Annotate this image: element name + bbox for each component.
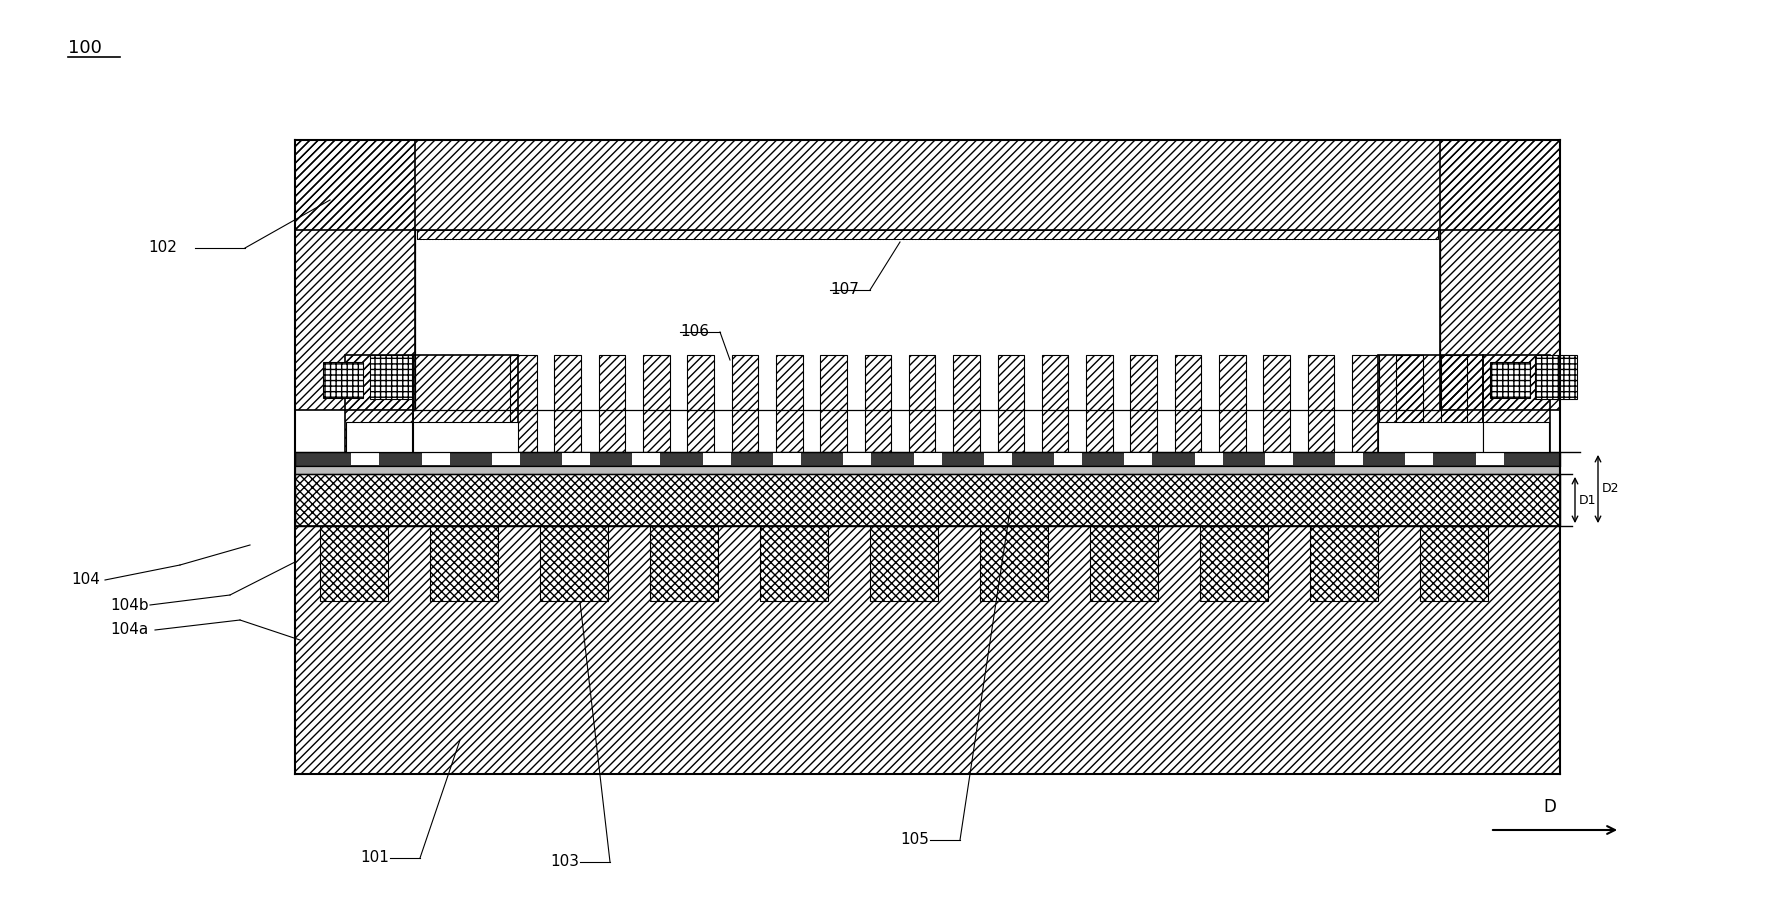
Bar: [871, 526, 938, 601]
Bar: [344, 355, 413, 452]
Text: 106: 106: [680, 325, 708, 340]
Bar: [1483, 355, 1551, 452]
Bar: [413, 355, 517, 452]
Bar: [295, 466, 1559, 474]
Bar: [320, 526, 389, 601]
Bar: [865, 355, 892, 452]
Bar: [599, 355, 625, 452]
Bar: [1476, 453, 1503, 465]
Bar: [1086, 355, 1113, 452]
Bar: [1377, 422, 1483, 452]
Bar: [1535, 355, 1577, 399]
Bar: [1174, 355, 1201, 452]
Bar: [1491, 362, 1529, 398]
Bar: [1125, 453, 1153, 465]
Text: 104a: 104a: [109, 622, 148, 637]
Bar: [415, 230, 1439, 410]
Bar: [1054, 453, 1083, 465]
Bar: [1377, 355, 1483, 452]
Bar: [295, 140, 1559, 230]
Bar: [819, 355, 848, 452]
Bar: [984, 453, 1012, 465]
Bar: [1310, 526, 1377, 601]
Bar: [687, 355, 713, 452]
Text: 103: 103: [549, 855, 579, 869]
Bar: [351, 453, 380, 465]
Bar: [1441, 355, 1468, 452]
Bar: [555, 355, 581, 452]
Text: 102: 102: [148, 241, 177, 255]
Bar: [413, 422, 517, 452]
Text: D2: D2: [1602, 483, 1619, 495]
Bar: [842, 453, 871, 465]
Bar: [954, 355, 980, 452]
Bar: [980, 526, 1047, 601]
Bar: [1042, 355, 1068, 452]
Bar: [1353, 355, 1379, 452]
Bar: [562, 453, 590, 465]
Bar: [909, 355, 936, 452]
Text: 104b: 104b: [109, 598, 148, 612]
Bar: [1335, 453, 1363, 465]
Bar: [1090, 526, 1158, 601]
Text: 107: 107: [830, 282, 858, 298]
Bar: [775, 355, 802, 452]
Text: D: D: [1543, 798, 1556, 816]
Bar: [295, 526, 1559, 774]
Text: 105: 105: [901, 832, 929, 848]
Text: 100: 100: [69, 39, 102, 57]
Bar: [1420, 526, 1489, 601]
Bar: [320, 526, 389, 601]
Bar: [295, 140, 415, 410]
Bar: [422, 453, 450, 465]
Bar: [429, 526, 498, 601]
Bar: [540, 526, 608, 601]
Bar: [632, 453, 660, 465]
Bar: [759, 526, 828, 601]
Bar: [980, 526, 1047, 601]
Bar: [1406, 453, 1434, 465]
Bar: [871, 526, 938, 601]
Bar: [1397, 355, 1423, 452]
Bar: [1309, 355, 1335, 452]
Bar: [650, 526, 719, 601]
Text: 104: 104: [71, 573, 101, 588]
Bar: [1483, 422, 1549, 452]
Bar: [1310, 526, 1377, 601]
Bar: [1201, 526, 1268, 601]
Bar: [295, 452, 1559, 466]
Bar: [1439, 140, 1559, 410]
Bar: [1264, 453, 1293, 465]
Bar: [295, 474, 1559, 526]
Bar: [759, 526, 828, 601]
Bar: [346, 422, 411, 452]
Bar: [650, 526, 719, 601]
Bar: [774, 453, 802, 465]
Bar: [913, 453, 941, 465]
Bar: [998, 355, 1024, 452]
Text: D1: D1: [1579, 494, 1596, 506]
Bar: [731, 355, 758, 452]
Bar: [1219, 355, 1245, 452]
Bar: [1420, 526, 1489, 601]
Bar: [323, 362, 364, 398]
Bar: [1130, 355, 1157, 452]
Bar: [643, 355, 669, 452]
Text: 101: 101: [360, 850, 389, 866]
Bar: [371, 355, 411, 399]
Bar: [1201, 526, 1268, 601]
Bar: [493, 453, 519, 465]
Bar: [429, 526, 498, 601]
Bar: [1194, 453, 1222, 465]
Bar: [510, 355, 537, 452]
Bar: [1090, 526, 1158, 601]
Bar: [540, 526, 608, 601]
Bar: [1263, 355, 1289, 452]
Bar: [417, 230, 1438, 239]
Bar: [703, 453, 731, 465]
